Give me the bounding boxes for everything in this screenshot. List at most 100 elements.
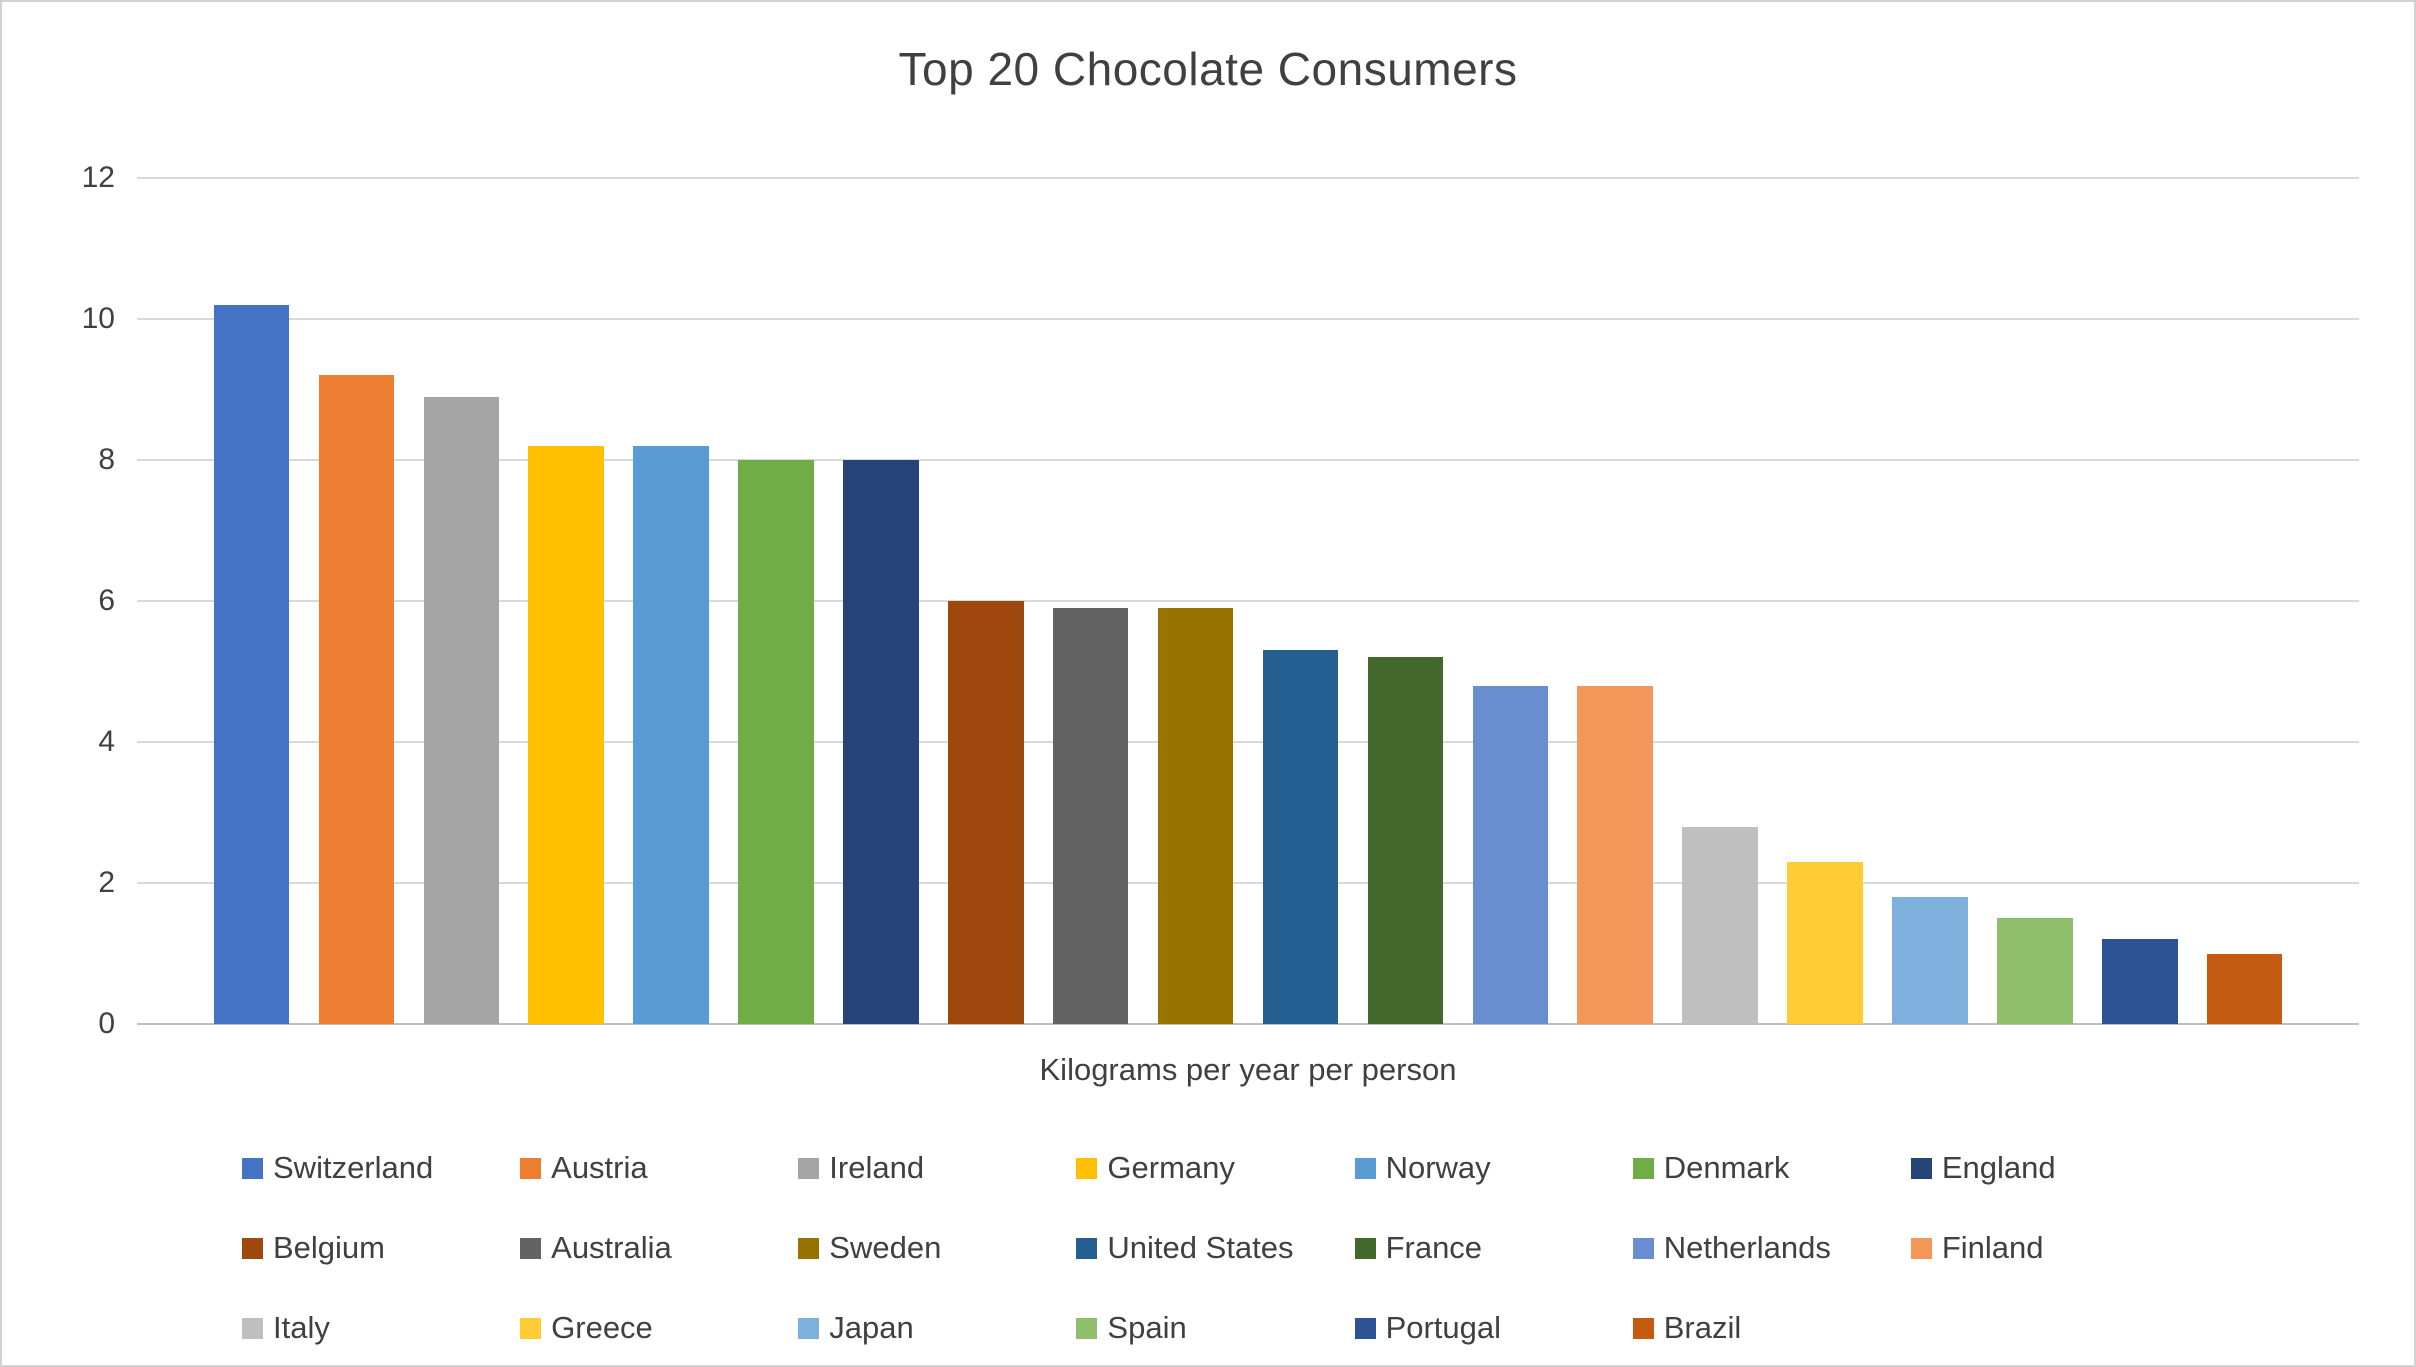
bar-spain [1997,918,2073,1024]
legend-label-germany: Germany [1107,1150,1235,1185]
bar-brazil [2206,953,2283,1024]
bar-austria [318,375,395,1024]
y-tick-label: 4 [98,725,115,759]
gridline [137,177,2359,179]
bar-belgium [948,601,1024,1024]
y-tick-label: 12 [81,161,115,194]
bar-slot-sweden [1143,178,1248,1024]
legend-item-denmark: Denmark [1632,1150,1911,1186]
x-axis-title: Kilograms per year per person [1039,1052,1457,1087]
bar-slot-france [1353,178,1458,1024]
legend-item-australia: Australia [520,1230,798,1266]
bar-slot-japan [1878,178,1983,1024]
x-axis-line [137,1023,2359,1025]
legend-label-brazil: Brazil [1663,1310,1742,1345]
legend-swatch-brazil [1632,1317,1654,1339]
bar-slot-portugal [2087,178,2192,1024]
legend-swatch-united-states [1076,1237,1098,1259]
legend-swatch-france [1354,1237,1376,1259]
bar-slot-greece [1773,178,1878,1024]
legend-swatch-sweden [798,1237,820,1259]
gridline [137,600,2359,602]
bar-slot-switzerland [199,178,304,1024]
legend-swatch-austria [520,1157,542,1179]
legend-item-united-states: United States [1076,1230,1354,1266]
bar-united-states [1262,650,1339,1024]
bar-netherlands [1472,685,1549,1024]
bars-layer [137,178,2359,1024]
legend-item-france: France [1354,1230,1633,1266]
bar-portugal [2102,939,2178,1024]
gridline [137,882,2359,885]
legend-item-belgium: Belgium [242,1230,520,1266]
bar-slot-finland [1563,178,1668,1024]
bar-germany [528,445,604,1024]
legend-label-switzerland: Switzerland [273,1150,434,1185]
legend-item-switzerland: Switzerland [242,1150,520,1186]
legend-label-united-states: United States [1107,1230,1294,1265]
bar-slot-australia [1038,178,1143,1024]
bar-slot-belgium [933,178,1038,1024]
legend-label-england: England [1941,1150,2056,1185]
bar-slot-denmark [724,178,829,1024]
bar-slot-norway [619,178,724,1024]
legend-item-italy: Italy [242,1310,520,1346]
legend-item-japan: Japan [798,1310,1076,1346]
legend-item-netherlands: Netherlands [1632,1230,1911,1266]
legend-item-spain: Spain [1076,1310,1354,1346]
bar-australia [1052,608,1129,1024]
legend-swatch-australia [520,1237,542,1259]
bar-slot-netherlands [1458,178,1563,1024]
legend-label-belgium: Belgium [273,1230,385,1265]
bar-sweden [1157,608,1234,1024]
legend-label-greece: Greece [551,1310,653,1345]
legend-item-norway: Norway [1354,1150,1633,1186]
legend-label-denmark: Denmark [1663,1150,1790,1185]
legend-label-france: France [1385,1230,1483,1265]
bar-slot-germany [514,178,619,1024]
legend-label-australia: Australia [551,1230,672,1265]
bar-slot-ireland [409,178,514,1024]
legend-item-portugal: Portugal [1354,1310,1633,1346]
legend-item-finland: Finland [1910,1230,2189,1266]
legend-label-netherlands: Netherlands [1663,1230,1831,1265]
legend-label-sweden: Sweden [829,1230,942,1265]
bar-france [1367,657,1444,1024]
bar-denmark [738,460,814,1024]
legend-swatch-ireland [798,1157,820,1179]
legend-swatch-finland [1910,1237,1932,1259]
legend-label-ireland: Ireland [829,1150,925,1185]
legend-label-norway: Norway [1385,1150,1491,1185]
legend-swatch-portugal [1354,1317,1376,1339]
bar-greece [1787,861,1863,1024]
legend-swatch-spain [1076,1317,1098,1339]
bar-italy [1682,826,1758,1024]
y-tick-label: 10 [81,302,115,335]
bar-japan [1892,897,1968,1024]
legend-swatch-denmark [1632,1157,1654,1179]
legend-label-spain: Spain [1107,1310,1187,1345]
bar-slot-austria [304,178,409,1024]
y-tick-label: 2 [98,866,115,900]
bar-slot-brazil [2192,178,2297,1024]
chart-title: Top 20 Chocolate Consumers [898,43,1518,95]
legend-swatch-greece [520,1317,542,1339]
legend-swatch-england [1910,1157,1932,1179]
y-tick-label: 8 [98,443,115,477]
legend-item-england: England [1910,1150,2189,1186]
legend-item-ireland: Ireland [798,1150,1076,1186]
legend-item-austria: Austria [520,1150,798,1186]
legend-swatch-japan [798,1317,820,1339]
legend-label-portugal: Portugal [1385,1310,1502,1345]
legend-swatch-belgium [242,1237,263,1259]
legend: Switzerland Austria Ireland Germany Norway De… [242,1150,2189,1346]
bar-ireland [423,396,500,1024]
legend-swatch-italy [242,1317,263,1339]
bar-finland [1577,685,1653,1024]
legend-label-japan: Japan [829,1310,914,1345]
plot-area: 0 2 4 6 8 10 12 [82,163,2359,1039]
legend-swatch-switzerland [242,1157,263,1179]
legend-swatch-germany [1076,1157,1098,1179]
gridline [137,459,2359,462]
gridline [137,741,2359,744]
